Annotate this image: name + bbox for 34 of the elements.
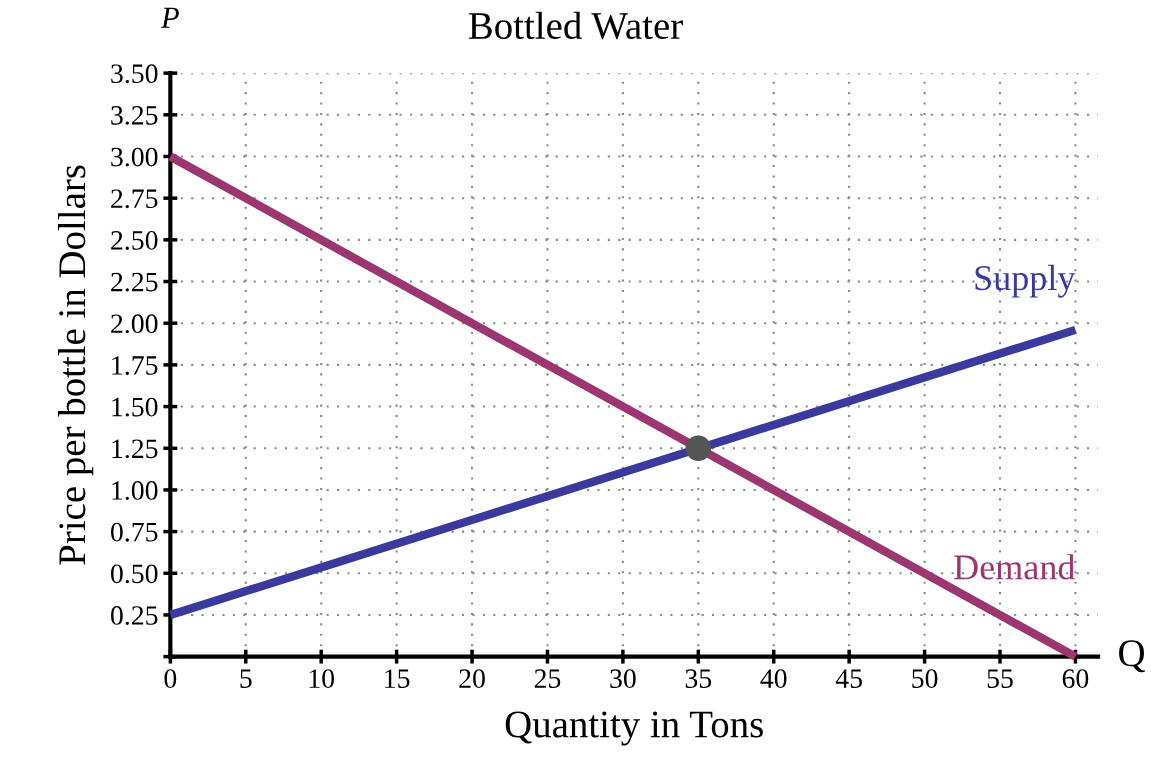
- x-tick-label: 30: [610, 669, 636, 688]
- x-tick-label: 35: [685, 669, 712, 688]
- x-tick-label: 45: [835, 669, 862, 688]
- x-tick-label: 5: [240, 669, 252, 688]
- y-tick-label: 1.50: [112, 397, 158, 417]
- x-tick-label: 10: [309, 669, 335, 688]
- y-tick-label: 0.75: [110, 522, 158, 542]
- series-label: Demand: [954, 554, 1075, 580]
- y-tick-label: 2.50: [111, 231, 158, 250]
- x-tick-label: 60: [1062, 669, 1089, 688]
- y-tick-label: 3.00: [111, 147, 158, 167]
- y-tick-label: 1.25: [112, 439, 158, 459]
- y-tick-label: 3.25: [111, 106, 158, 125]
- x-axis-title: Quantity in Tons: [505, 711, 763, 746]
- text: P: [160, 7, 179, 28]
- x-tick-label: 25: [534, 669, 561, 688]
- y-tick-label: 1.00: [112, 481, 158, 500]
- x-tick-label: 50: [912, 669, 938, 688]
- y-axis-title: Price per bottle in Dollars: [58, 165, 94, 565]
- series-label: Supply: [975, 264, 1076, 298]
- y-tick-label: 0.50: [110, 564, 158, 584]
- x-tick-label: 0: [164, 669, 177, 688]
- y-tick-label: 0.25: [110, 606, 158, 625]
- x-tick-label: 15: [385, 669, 410, 688]
- y-tick-label: 1.75: [112, 356, 158, 375]
- x-tick-label: 40: [760, 669, 787, 688]
- x-tick-label: 20: [459, 669, 485, 688]
- y-tick-label: 2.75: [111, 189, 158, 209]
- x-tick-label: 55: [987, 669, 1013, 688]
- chart-title: Bottled Water: [468, 11, 683, 40]
- y-tick-label: 2.25: [111, 272, 158, 292]
- text: Q: [1119, 640, 1145, 673]
- y-tick-label: 3.50: [111, 64, 158, 84]
- y-tick-label: 2.00: [111, 314, 158, 334]
